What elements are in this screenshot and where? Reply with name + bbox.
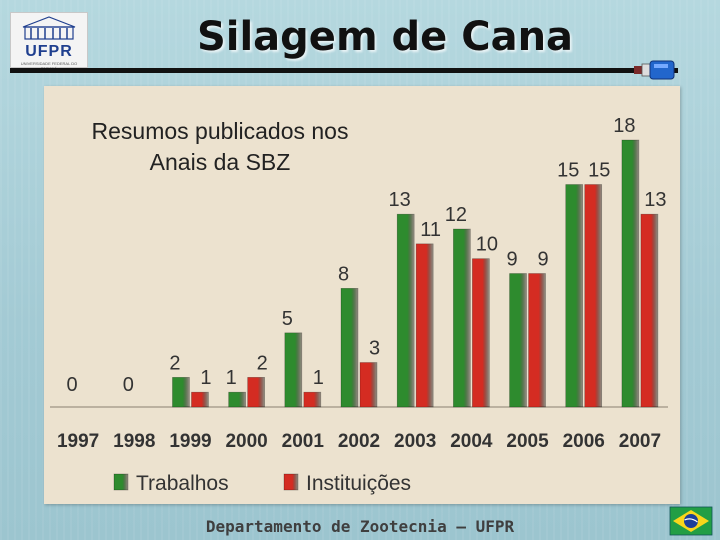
data-label-instituicoes-2007: 13 [644, 189, 666, 211]
x-tick-label-1998: 1998 [113, 431, 155, 452]
bar-instituicoes-2002 [359, 362, 378, 408]
chart-title: Resumos publicados nos Anais da SBZ [91, 118, 349, 175]
data-label-trabalhos-1999: 2 [169, 352, 180, 374]
logo-text: UFPR [25, 43, 73, 60]
bar-instituicoes-1999 [191, 391, 209, 408]
data-label-instituicoes-2002: 3 [369, 338, 380, 360]
pen-icon [634, 60, 675, 80]
bar-trabalhos-2003 [396, 213, 415, 408]
data-label-trabalhos-2001: 5 [282, 308, 293, 330]
bar-trabalhos-2007 [621, 139, 640, 408]
data-label-instituicoes-2006: 15 [588, 160, 610, 182]
x-tick-label-1999: 1999 [169, 431, 211, 452]
data-label-trabalhos-1997: 0 [67, 374, 78, 396]
data-label-instituicoes-2001: 1 [313, 367, 324, 389]
legend-swatch-instituicoes [283, 473, 299, 491]
bar-instituicoes-2000 [247, 377, 265, 408]
data-label-instituicoes-2004: 10 [476, 234, 498, 256]
data-label-instituicoes-2005: 9 [537, 249, 548, 271]
bar-instituicoes-2003 [415, 243, 434, 408]
legend-swatch-trabalhos [113, 473, 129, 491]
x-tick-label-2007: 2007 [619, 431, 661, 452]
bar-trabalhos-2005 [509, 273, 527, 408]
data-label-trabalhos-2004: 12 [445, 204, 467, 226]
data-label-trabalhos-2006: 15 [557, 160, 579, 182]
bar-instituicoes-2005 [528, 273, 546, 408]
x-tick-label-2003: 2003 [394, 431, 436, 452]
bar-instituicoes-2001 [303, 391, 322, 408]
x-tick-label-2006: 2006 [563, 431, 605, 452]
data-label-trabalhos-2005: 9 [506, 249, 517, 271]
ufpr-logo: UFPR UNIVERSIDADE FEDERAL DO PARANÁ [10, 12, 88, 71]
brazil-flag-icon [669, 506, 713, 536]
title-divider [10, 68, 678, 73]
data-label-instituicoes-2000: 2 [257, 352, 268, 374]
data-label-trabalhos-2003: 13 [389, 189, 411, 211]
x-tick-label-1997: 1997 [57, 431, 99, 452]
bar-instituicoes-2007 [640, 213, 659, 408]
x-tick-label-2004: 2004 [450, 431, 493, 452]
data-label-instituicoes-2003: 11 [420, 219, 441, 241]
bar-trabalhos-2002 [340, 288, 359, 408]
data-label-trabalhos-2007: 18 [613, 115, 635, 137]
x-tick-label-2001: 2001 [282, 431, 325, 452]
x-tick-label-2002: 2002 [338, 431, 380, 452]
bar-trabalhos-1999 [172, 377, 190, 408]
bar-trabalhos-2006 [565, 184, 584, 408]
bar-instituicoes-2006 [584, 184, 603, 408]
building-icon [22, 16, 76, 40]
x-tick-label-2005: 2005 [506, 431, 549, 452]
x-tick-label-2000: 2000 [225, 431, 267, 452]
legend-label-instituicoes: Instituições [306, 472, 411, 495]
data-label-trabalhos-2002: 8 [338, 263, 349, 285]
data-label-trabalhos-1998: 0 [123, 374, 134, 396]
footer-text: Departamento de Zootecnia – UFPR [205, 517, 515, 536]
slide-title: Silagem de Cana [196, 14, 574, 60]
bar-trabalhos-2000 [228, 391, 246, 408]
bar-trabalhos-2004 [453, 228, 471, 408]
data-label-trabalhos-2000: 1 [226, 367, 237, 389]
bar-instituicoes-2004 [472, 258, 490, 408]
bar-trabalhos-2001 [284, 332, 303, 408]
data-label-instituicoes-1999: 1 [200, 367, 211, 389]
legend-label-trabalhos: Trabalhos [136, 472, 229, 495]
